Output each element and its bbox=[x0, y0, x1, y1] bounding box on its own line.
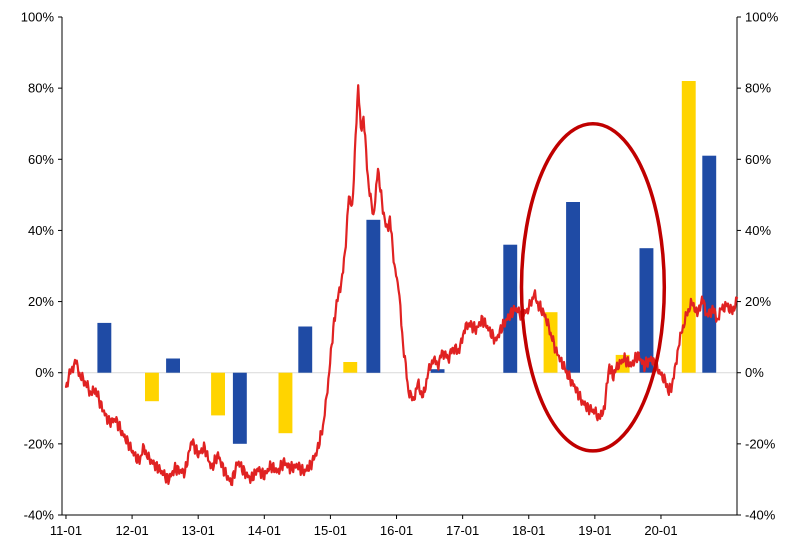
y-axis-label-left: -20% bbox=[24, 436, 55, 451]
y-axis-label-left: -40% bbox=[24, 508, 55, 523]
blue-series-bar bbox=[298, 326, 313, 373]
blue-series-bar bbox=[566, 202, 580, 373]
blue-series-bar bbox=[232, 372, 247, 444]
blue-series-bar bbox=[639, 248, 654, 373]
y-axis-label-right: 100% bbox=[745, 10, 779, 25]
x-axis-label: 16-01 bbox=[380, 523, 413, 538]
x-axis-label: 14-01 bbox=[248, 523, 281, 538]
y-axis-label-left: 60% bbox=[28, 152, 54, 167]
x-axis-label: 15-01 bbox=[314, 523, 347, 538]
x-axis-label: 11-01 bbox=[50, 523, 82, 538]
x-axis-label: 13-01 bbox=[182, 523, 215, 538]
y-axis-label-left: 20% bbox=[28, 294, 54, 309]
y-axis-label-left: 80% bbox=[28, 81, 54, 96]
blue-series-bar bbox=[366, 219, 381, 373]
highlight-ellipse bbox=[519, 121, 667, 453]
y-axis-label-left: 100% bbox=[21, 10, 55, 25]
x-axis-label: 18-01 bbox=[512, 523, 545, 538]
y-axis-label-right: 40% bbox=[745, 223, 771, 238]
red-line bbox=[64, 84, 739, 487]
x-axis-label: 12-01 bbox=[115, 523, 148, 538]
blue-series-bar bbox=[702, 155, 717, 373]
x-axis-label: 20-01 bbox=[644, 523, 677, 538]
yellow-series-bar bbox=[145, 372, 159, 402]
y-axis-label-right: 60% bbox=[745, 152, 771, 167]
y-axis-label-right: 20% bbox=[745, 294, 771, 309]
y-axis-label-left: 0% bbox=[35, 365, 54, 380]
x-axis-label: 17-01 bbox=[446, 523, 479, 538]
y-axis-label-right: 80% bbox=[745, 81, 771, 96]
blue-series-bar bbox=[430, 369, 445, 373]
y-axis-label-right: -40% bbox=[745, 508, 776, 523]
y-axis-label-left: 40% bbox=[28, 223, 54, 238]
x-axis-label: 19-01 bbox=[578, 523, 611, 538]
blue-series-bar bbox=[166, 358, 180, 373]
y-axis-label-right: -20% bbox=[745, 436, 776, 451]
yellow-series-bar bbox=[681, 81, 696, 373]
yellow-series-bar bbox=[343, 362, 358, 373]
yellow-series-bar bbox=[543, 312, 558, 373]
yellow-series-bar bbox=[278, 372, 293, 434]
blue-series-bar bbox=[97, 322, 112, 373]
y-axis-label-right: 0% bbox=[745, 365, 764, 380]
yellow-series-bar bbox=[211, 372, 225, 416]
